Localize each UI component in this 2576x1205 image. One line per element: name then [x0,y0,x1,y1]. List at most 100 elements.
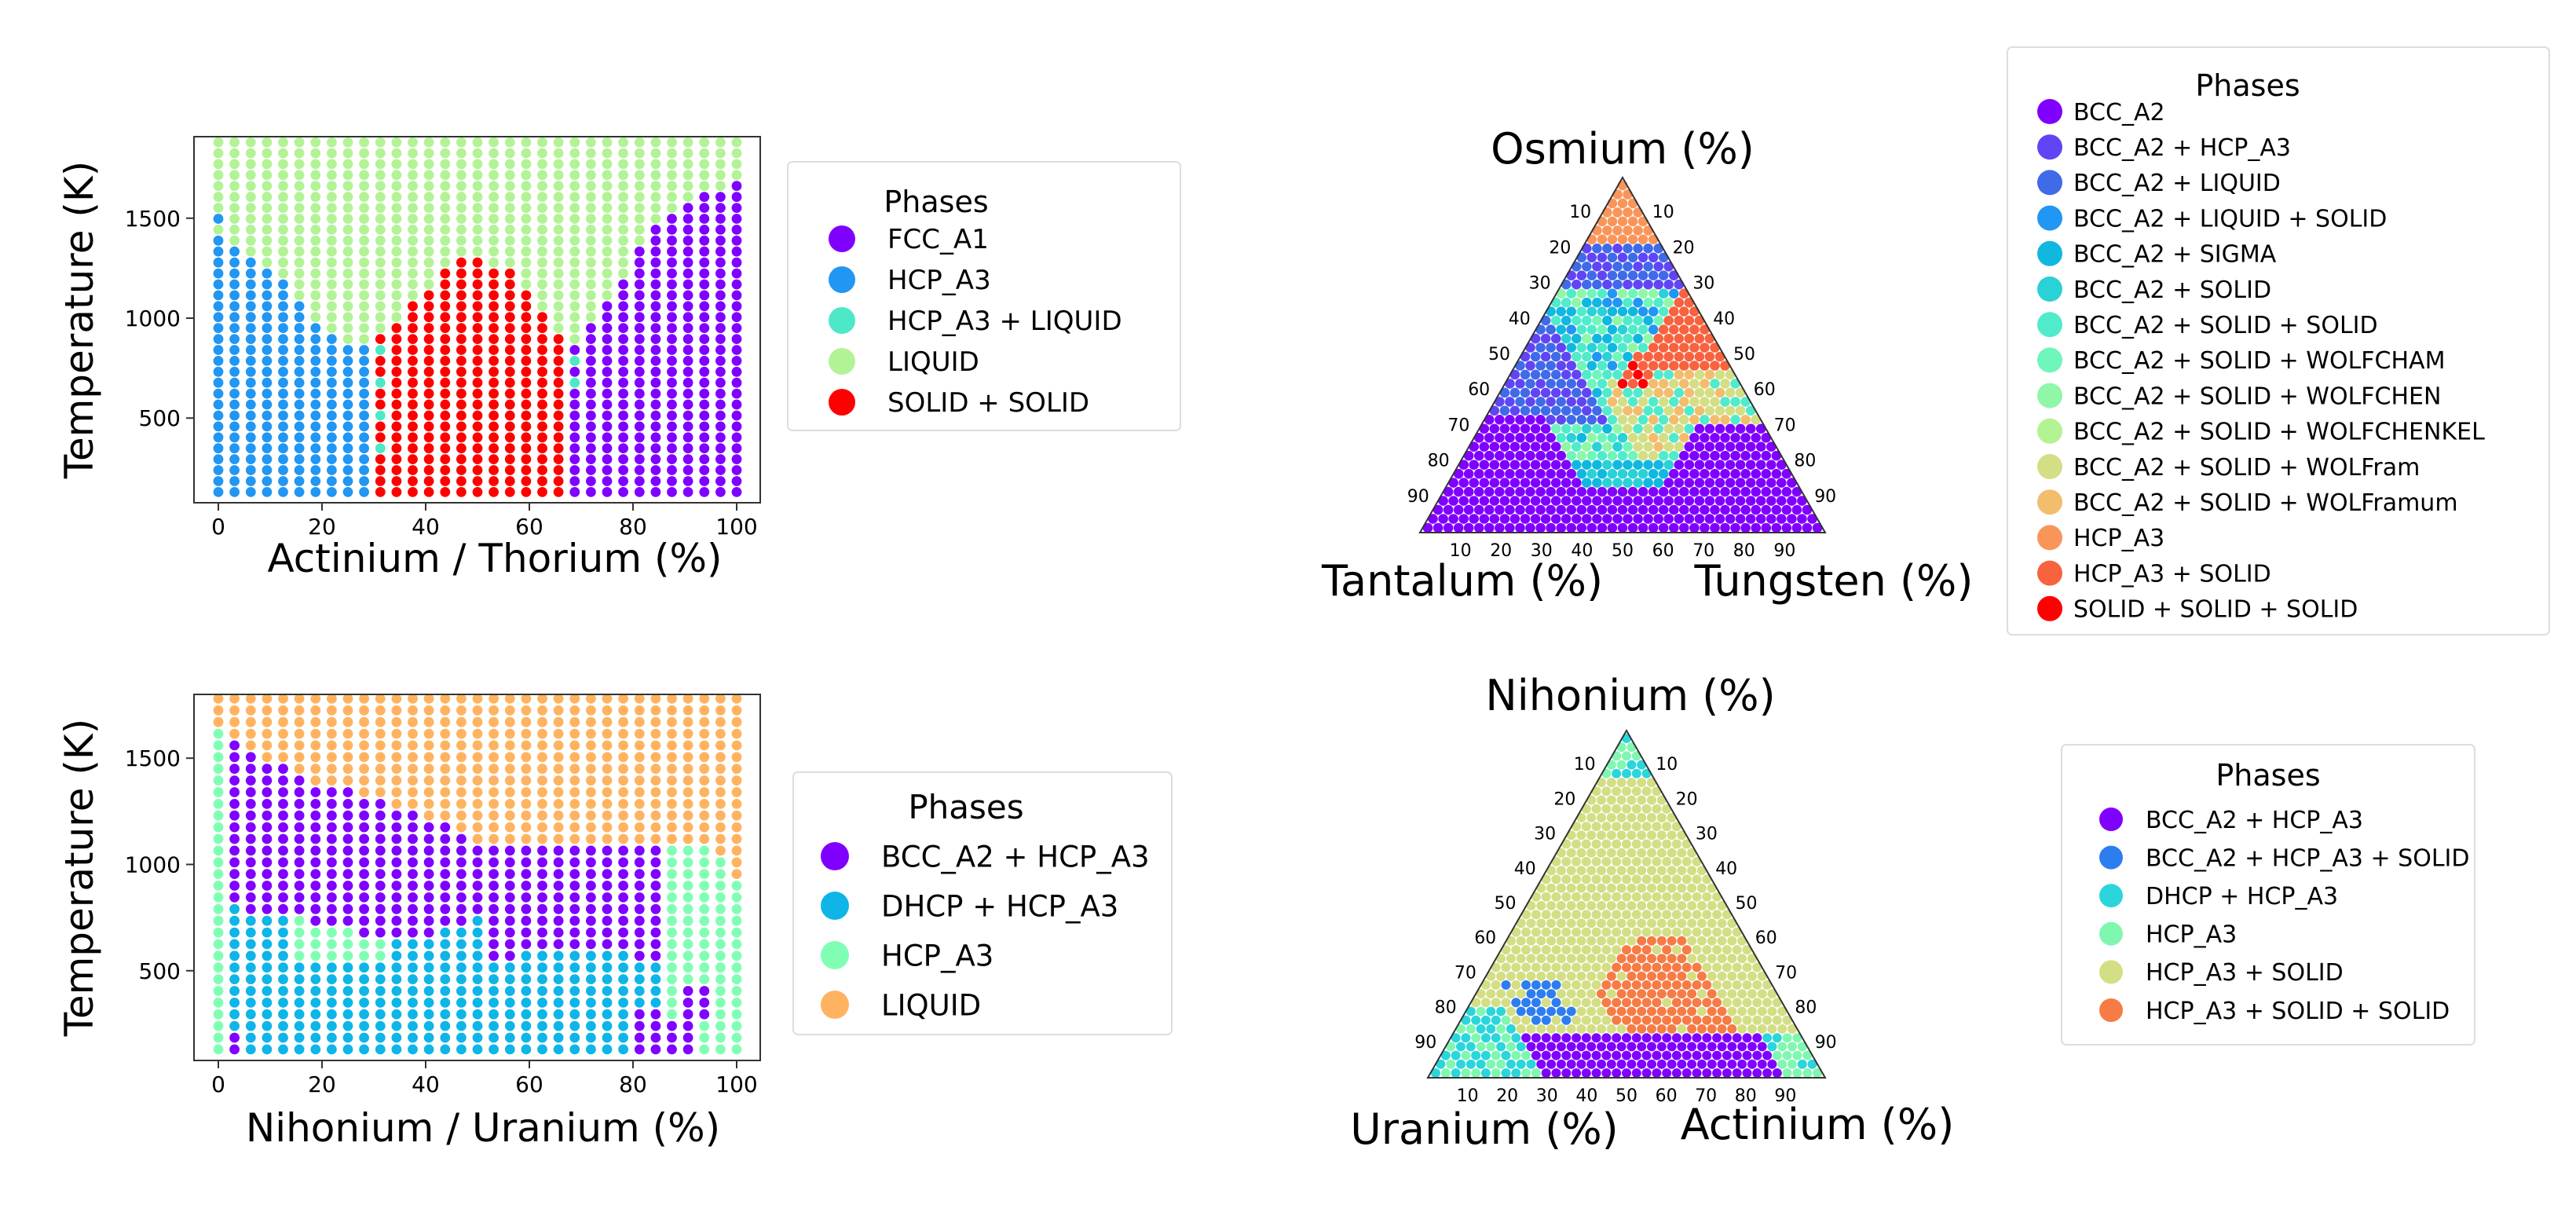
phase-point [1627,379,1638,389]
phase-point [1755,514,1766,524]
phase-point [537,915,547,926]
phase-point [634,1044,645,1055]
phase-point [504,799,515,809]
phase-point [618,869,628,879]
phase-point [1550,387,1561,398]
phase-point [715,301,726,312]
phase-point [1766,496,1776,506]
phase-point [1674,333,1685,344]
phase-point [553,203,564,213]
phase-point [391,268,402,279]
phase-point [1576,324,1587,335]
phase-point [731,410,742,421]
phase-point [1684,514,1695,524]
phase-point [327,881,337,891]
phase-point [650,974,661,984]
phase-point [1592,351,1602,362]
phase-point [586,903,596,914]
phase-point [1669,306,1679,317]
phase-point [294,694,305,704]
phase-point [602,998,613,1008]
phase-point [488,432,499,443]
phase-point [1633,297,1643,308]
phase-point [650,137,661,148]
phase-point [618,192,628,203]
phase-point [375,345,386,355]
phase-point [569,454,580,464]
phase-point [521,799,532,809]
phase-point [1516,1006,1526,1016]
phase-point [650,752,661,763]
phase-point [440,974,451,984]
phase-point [1648,522,1659,533]
phase-point [1631,1015,1641,1025]
phase-point [342,388,353,399]
phase-point [342,903,353,914]
phase-point [213,170,224,181]
phase-point [618,950,628,961]
phase-point [262,881,273,891]
phase-point [1648,415,1659,425]
phase-point [1637,468,1648,479]
phase-point [245,1032,256,1043]
phase-point [359,214,369,224]
phase-point [327,465,337,475]
phase-point [650,705,661,716]
phase-point [1489,423,1500,434]
phase-point [294,810,305,821]
phase-point [715,170,726,181]
phase-point [1677,848,1687,858]
phase-point [245,1044,256,1055]
phase-point [537,845,547,856]
phase-point [310,410,321,421]
phase-point [1662,910,1672,920]
phase-point [408,476,418,486]
phase-point [1550,315,1561,326]
phase-point [1797,1059,1807,1069]
phase-point [1623,351,1633,362]
phase-point [667,869,677,879]
phase-point [1755,496,1766,506]
phase-point [1602,315,1612,326]
phase-point [1781,468,1792,479]
phase-point [682,950,693,961]
phase-point [1742,1015,1752,1025]
legend-label: BCC_A2 + SOLID + WOLFCHENKEL [2073,419,2485,446]
phase-point [375,950,386,961]
phase-point [715,1009,726,1020]
phase-point [586,833,596,844]
phase-point [1505,379,1515,389]
phase-point [229,728,240,739]
phase-point [278,845,288,856]
phase-point [553,454,564,464]
phase-point [1694,460,1705,470]
phase-point [682,787,693,797]
phase-point [1737,1024,1747,1034]
phase-point [1623,315,1633,326]
phase-point [1767,1042,1777,1052]
phase-point [294,1044,305,1055]
phase-point [537,432,547,443]
phase-point [1566,324,1576,335]
phase-point [553,312,564,323]
phase-point [310,465,321,475]
phase-point [586,962,596,973]
phase-point [342,443,353,454]
phase-point [618,1020,628,1031]
phase-point [682,1009,693,1020]
phase-point [278,1009,288,1020]
phase-point [699,170,710,181]
phase-point [650,810,661,821]
phase-point [262,728,273,739]
phase-point [1602,405,1612,416]
phase-point [1612,351,1623,362]
phase-point [1607,252,1618,263]
ternary-tick-bottom: 60 [1652,541,1674,561]
phase-point [586,356,596,366]
phase-point [1647,848,1656,858]
phase-point [682,399,693,410]
phase-point [456,705,467,716]
phase-point [1597,901,1606,910]
phase-point [472,694,483,704]
phase-point [731,377,742,388]
